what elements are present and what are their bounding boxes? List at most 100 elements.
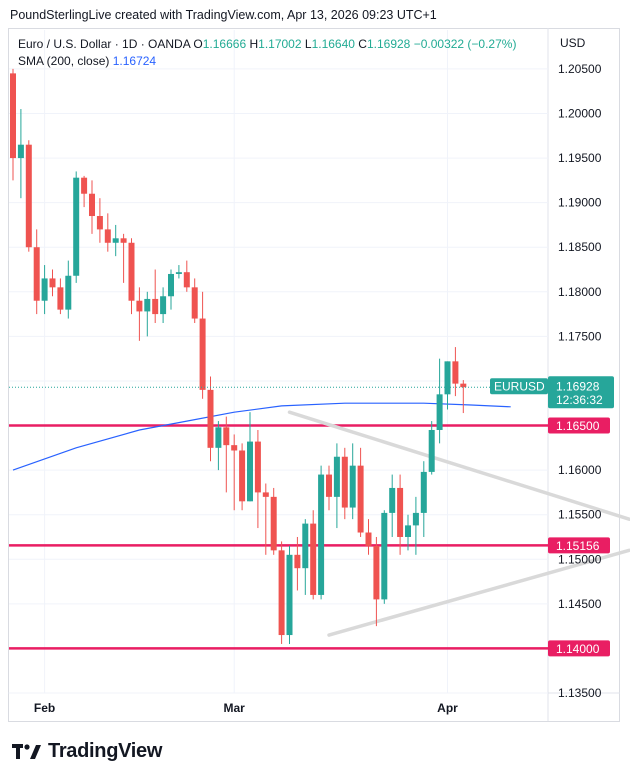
candle-body: [183, 272, 190, 288]
candle: [25, 140, 32, 252]
candle-body: [65, 275, 72, 310]
candle-body: [270, 496, 277, 551]
candle: [104, 213, 111, 252]
candle: [247, 412, 253, 502]
candle: [397, 474, 404, 555]
candle-body: [120, 238, 127, 243]
level-badge-label: 1.16500: [556, 419, 600, 433]
candle-body: [381, 512, 388, 600]
candle: [199, 291, 206, 399]
y-tick-label: 1.19500: [558, 151, 602, 165]
y-tick-label: 1.20000: [558, 106, 602, 120]
candle: [57, 278, 64, 315]
candle-body: [33, 247, 40, 301]
candle-body: [25, 144, 32, 248]
candle-body: [286, 554, 293, 636]
candles: [10, 68, 467, 644]
low-value: 1.16640: [311, 37, 355, 51]
sma-value: 1.16724: [112, 54, 157, 68]
candle: [168, 269, 174, 310]
chart-frame: [8, 28, 620, 722]
tradingview-logo-icon: [12, 743, 41, 759]
y-tick-label: 1.16000: [558, 463, 602, 477]
candle: [112, 224, 119, 257]
candle: [278, 541, 285, 644]
candle: [389, 474, 396, 537]
candle-body: [452, 361, 459, 384]
candle-body: [302, 523, 309, 569]
candle-body: [17, 144, 24, 159]
symbol-badge: [490, 378, 548, 395]
candle-body: [436, 394, 443, 430]
candle: [286, 545, 293, 644]
candle-body: [357, 465, 364, 533]
x-tick-label: Feb: [34, 701, 55, 715]
candle: [128, 238, 135, 315]
price-badge: [548, 376, 614, 409]
low-label: L: [304, 37, 312, 51]
attribution-header: PoundSterlingLive created with TradingVi…: [10, 8, 437, 22]
symbol-badge-label: EURUSD: [494, 380, 545, 394]
candle: [160, 287, 167, 324]
x-axis-labels: Feb Mar Apr: [34, 701, 458, 715]
candle: [73, 171, 80, 283]
candle: [120, 233, 127, 283]
candle: [381, 510, 388, 604]
candle: [81, 175, 88, 208]
candle-body: [318, 474, 325, 595]
candle: [341, 447, 348, 520]
y-tick-label: 1.18500: [558, 240, 602, 254]
candle: [41, 265, 48, 315]
open-value: 1.16666: [202, 37, 247, 51]
y-tick-label: 1.18000: [558, 285, 602, 299]
candle-body: [168, 273, 174, 297]
chart-legend: Euro / U.S. Dollar · 1D · OANDA O1.16666…: [18, 36, 516, 70]
candle-body: [428, 429, 435, 472]
triangle-pattern: [287, 410, 630, 637]
high-label: H: [249, 37, 259, 51]
price-badge-countdown: 12:36:32: [556, 393, 603, 407]
y-tick-label: 1.17500: [558, 329, 602, 343]
candle-body: [73, 177, 80, 276]
candle: [436, 358, 443, 444]
candle-body: [104, 229, 111, 243]
level-badge: [548, 537, 610, 554]
candle-body: [444, 361, 451, 395]
candle-body: [49, 278, 56, 288]
currency-button[interactable]: USD: [560, 36, 586, 50]
high-value: 1.17002: [258, 37, 302, 51]
candle-body: [412, 512, 419, 526]
candle: [223, 416, 230, 493]
candle: [10, 68, 16, 181]
support-resistance-levels: [9, 424, 548, 650]
tradingview-logo[interactable]: TradingView: [12, 740, 162, 763]
candle: [452, 347, 459, 397]
change-value: −0.00322 (−0.27%): [413, 37, 517, 51]
candle: [318, 465, 325, 600]
candle-body: [247, 441, 253, 502]
candle: [17, 109, 24, 199]
triangle-trendline: [327, 548, 630, 637]
candle-body: [112, 238, 119, 243]
candle: [207, 376, 214, 462]
candle: [365, 519, 372, 555]
candle-body: [160, 296, 167, 315]
candle: [405, 514, 411, 551]
candle-body: [294, 554, 301, 569]
y-tick-label: 1.19000: [558, 196, 602, 210]
sma-row[interactable]: SMA (200, close) 1.16724: [18, 53, 516, 70]
candle: [302, 519, 309, 595]
y-tick-label: 1.13500: [558, 686, 602, 700]
candle: [262, 483, 269, 555]
candle-body: [57, 287, 64, 310]
candle-body: [152, 298, 159, 315]
candle-body: [278, 550, 285, 636]
candle-body: [326, 474, 332, 497]
candle-body: [420, 471, 427, 513]
candle-body: [262, 492, 269, 497]
candle-body: [81, 177, 88, 194]
candle-body: [405, 525, 411, 537]
candle: [373, 536, 380, 627]
candle-body: [310, 523, 317, 595]
